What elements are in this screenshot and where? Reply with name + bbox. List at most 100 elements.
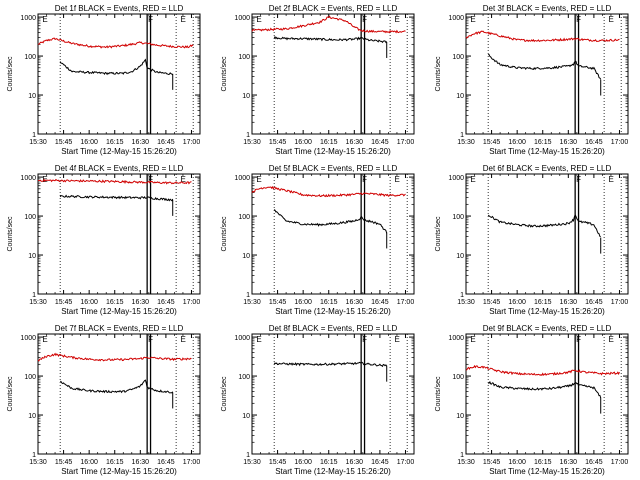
flag-label: E xyxy=(609,175,614,184)
x-tick-label: 16:45 xyxy=(371,299,389,306)
y-axis-label: Counts/sec xyxy=(435,216,442,252)
y-tick-label: 10 xyxy=(28,413,36,420)
x-tick-label: 16:30 xyxy=(560,139,578,146)
y-tick-label: 100 xyxy=(24,54,36,61)
x-tick-label: 16:00 xyxy=(508,299,526,306)
y-tick-label: 10 xyxy=(242,253,250,260)
panel-det-6: Det 6f BLACK = Events, RED = LLD Counts/s… xyxy=(435,164,629,316)
x-tick-label: 16:15 xyxy=(106,299,124,306)
x-axis-label: Start Time (12-May-15 15:26:20) xyxy=(61,147,177,156)
x-tick-label: 17:00 xyxy=(397,299,415,306)
x-tick-label: 16:15 xyxy=(106,139,124,146)
flag-label: E xyxy=(256,175,261,184)
x-tick-label: 17:00 xyxy=(183,139,201,146)
x-tick-label: 16:00 xyxy=(294,299,312,306)
panel-title: Det 1f BLACK = Events, RED = LLD xyxy=(55,4,184,13)
flag-label: E xyxy=(181,15,186,24)
series-lld-line xyxy=(251,185,406,198)
x-tick-label: 16:00 xyxy=(80,299,98,306)
panel-det-5: Det 5f BLACK = Events, RED = LLD Counts/s… xyxy=(221,164,415,316)
x-tick-label: 16:30 xyxy=(346,459,364,466)
panel-det-7: Det 7f BLACK = Events, RED = LLD Counts/s… xyxy=(7,324,201,476)
x-tick-label: 16:30 xyxy=(132,139,150,146)
panel-title: Det 7f BLACK = Events, RED = LLD xyxy=(55,324,184,333)
y-tick-label: 1 xyxy=(460,292,464,299)
flag-label: E xyxy=(470,335,475,344)
y-tick-label: 1 xyxy=(32,292,36,299)
panel-det-3: Det 3f BLACK = Events, RED = LLD Counts/s… xyxy=(435,4,629,156)
flag-label: E xyxy=(609,15,614,24)
x-tick-label: 17:00 xyxy=(183,459,201,466)
y-tick-label: 1 xyxy=(246,292,250,299)
x-tick-label: 17:00 xyxy=(397,139,415,146)
y-tick-label: 1000 xyxy=(448,15,464,22)
x-tick-label: 16:45 xyxy=(585,459,603,466)
x-tick-label: 15:45 xyxy=(483,459,501,466)
x-tick-label: 16:45 xyxy=(371,139,389,146)
flag-label: E xyxy=(42,335,47,344)
x-axis-label: Start Time (12-May-15 15:26:20) xyxy=(275,467,391,476)
panel-title: Det 8f BLACK = Events, RED = LLD xyxy=(269,324,398,333)
y-tick-label: 100 xyxy=(24,374,36,381)
y-tick-label: 10 xyxy=(242,413,250,420)
x-tick-label: 16:15 xyxy=(534,139,552,146)
y-axis-label: Counts/sec xyxy=(7,216,14,252)
y-tick-label: 10 xyxy=(456,93,464,100)
series-lld-line xyxy=(37,178,192,185)
y-tick-label: 1000 xyxy=(234,175,250,182)
series-lld-line xyxy=(465,364,620,377)
panel-det-8: Det 8f BLACK = Events, RED = LLD Counts/s… xyxy=(221,324,415,476)
y-axis-label: Counts/sec xyxy=(221,216,228,252)
flag-label: F xyxy=(148,15,153,24)
x-tick-label: 15:45 xyxy=(55,139,73,146)
x-tick-label: 15:30 xyxy=(29,139,47,146)
y-tick-label: 1 xyxy=(246,132,250,139)
y-axis-label: Counts/sec xyxy=(435,376,442,412)
x-tick-label: 16:30 xyxy=(132,299,150,306)
flag-label: E xyxy=(42,15,47,24)
x-axis-label: Start Time (12-May-15 15:26:20) xyxy=(61,467,177,476)
x-tick-label: 16:30 xyxy=(560,299,578,306)
x-tick-label: 17:00 xyxy=(397,459,415,466)
y-tick-label: 1000 xyxy=(20,175,36,182)
y-tick-label: 10 xyxy=(28,93,36,100)
series-events-line xyxy=(59,194,174,202)
x-tick-label: 16:30 xyxy=(560,459,578,466)
y-tick-label: 1 xyxy=(246,452,250,459)
y-tick-label: 1000 xyxy=(448,175,464,182)
y-axis-label: Counts/sec xyxy=(435,56,442,92)
x-tick-label: 15:30 xyxy=(243,299,261,306)
series-events-line xyxy=(273,361,388,368)
y-tick-label: 10 xyxy=(456,253,464,260)
panel-det-9: Det 9f BLACK = Events, RED = LLD Counts/s… xyxy=(435,324,629,476)
panel-title: Det 9f BLACK = Events, RED = LLD xyxy=(483,324,612,333)
x-tick-label: 16:45 xyxy=(157,299,175,306)
y-axis-label: Counts/sec xyxy=(7,376,14,412)
y-axis-label: Counts/sec xyxy=(221,56,228,92)
flag-label: E xyxy=(256,15,261,24)
y-tick-label: 100 xyxy=(452,374,464,381)
x-tick-label: 16:00 xyxy=(294,139,312,146)
plot-frame xyxy=(465,13,629,135)
x-tick-label: 15:45 xyxy=(55,299,73,306)
x-axis-label: Start Time (12-May-15 15:26:20) xyxy=(61,307,177,316)
y-tick-label: 100 xyxy=(238,374,250,381)
series-events-line xyxy=(60,379,174,394)
x-axis-label: Start Time (12-May-15 15:26:20) xyxy=(489,147,605,156)
x-tick-label: 16:15 xyxy=(534,459,552,466)
series-events-line xyxy=(273,209,388,234)
x-tick-label: 15:30 xyxy=(243,459,261,466)
panel-det-4: Det 4f BLACK = Events, RED = LLD Counts/s… xyxy=(7,164,201,316)
plot-frame xyxy=(251,173,415,295)
x-tick-label: 15:30 xyxy=(29,459,47,466)
y-tick-label: 10 xyxy=(456,413,464,420)
y-tick-label: 100 xyxy=(238,214,250,221)
y-axis-label: Counts/sec xyxy=(221,376,228,412)
x-tick-label: 16:15 xyxy=(106,459,124,466)
x-tick-label: 15:45 xyxy=(483,139,501,146)
x-tick-label: 16:15 xyxy=(534,299,552,306)
x-axis-label: Start Time (12-May-15 15:26:20) xyxy=(489,307,605,316)
flag-label: E xyxy=(395,175,400,184)
x-tick-label: 15:30 xyxy=(457,459,475,466)
y-tick-label: 1000 xyxy=(448,335,464,342)
